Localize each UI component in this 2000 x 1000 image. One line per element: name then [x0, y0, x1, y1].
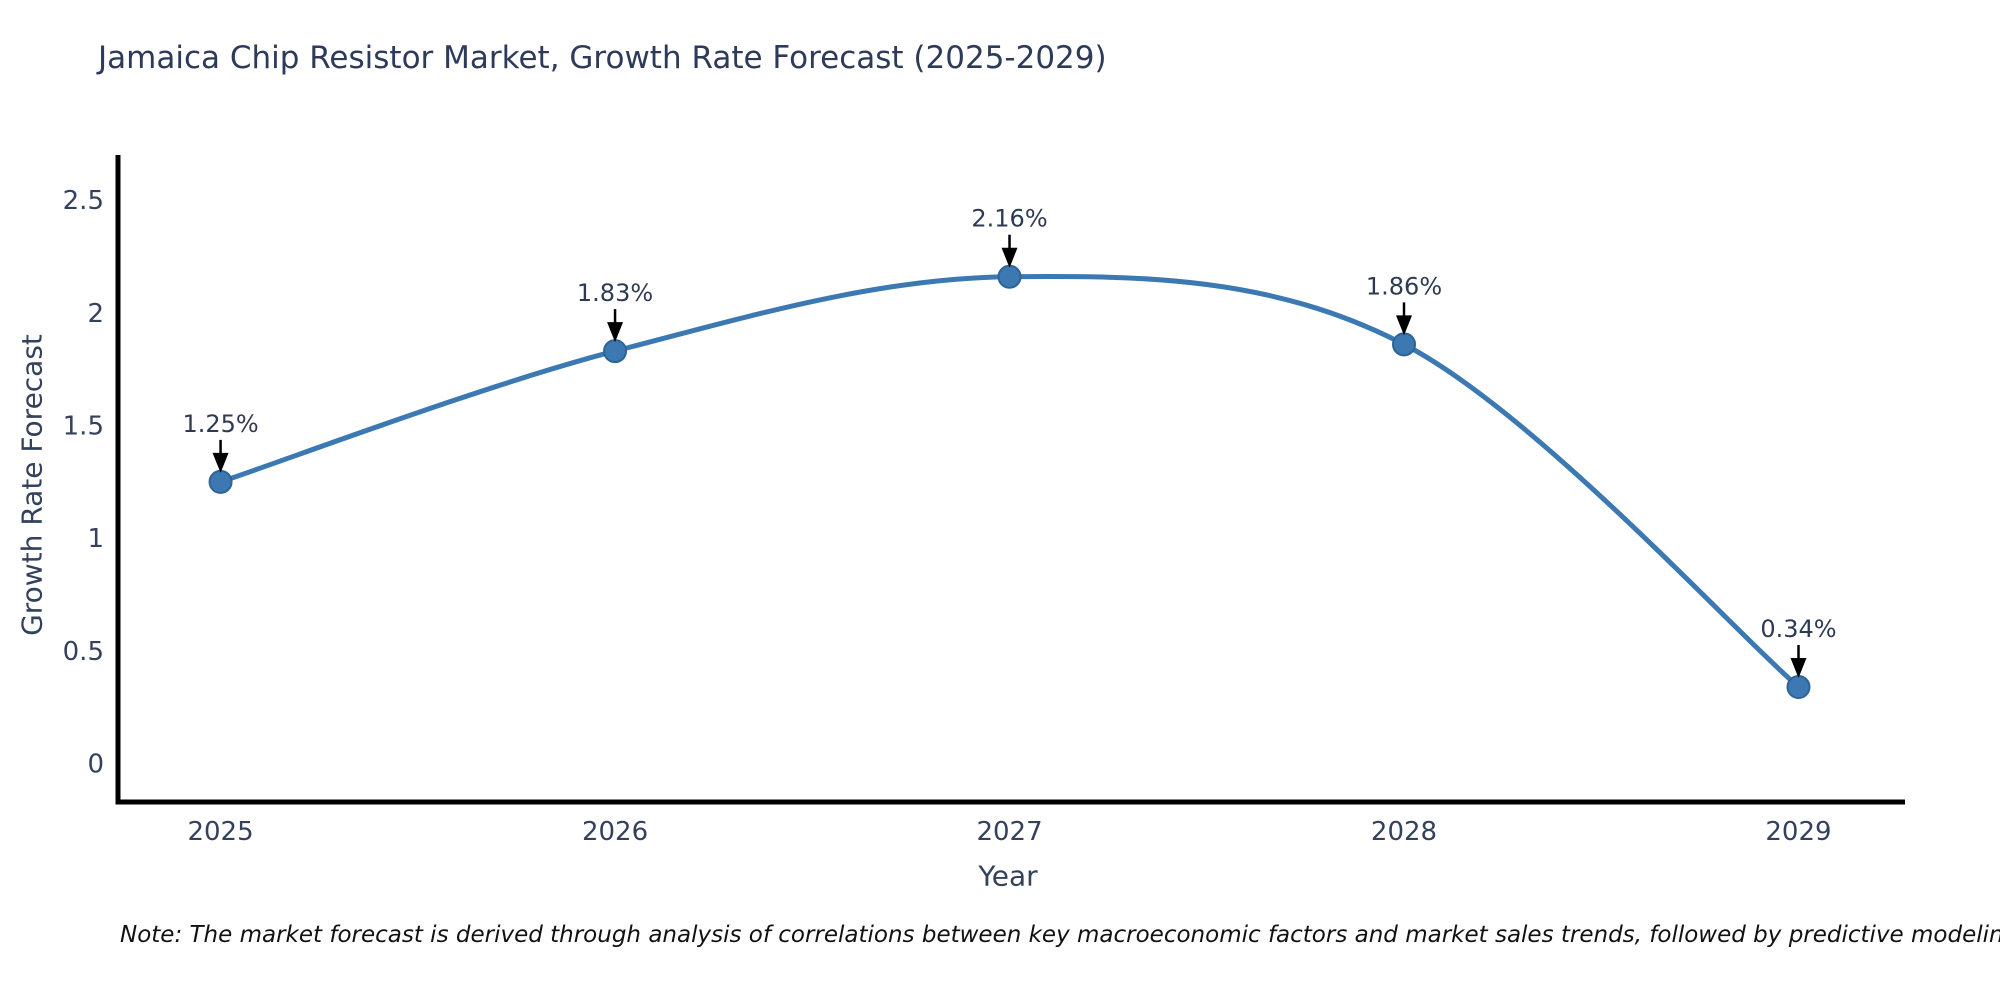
- data-point-marker: [1392, 332, 1417, 357]
- y-tick-label: 0: [87, 750, 104, 780]
- annotation-arrowhead: [1396, 315, 1413, 336]
- annotation-arrowhead: [1790, 658, 1807, 679]
- y-tick-label: 2.5: [63, 186, 104, 216]
- x-tick-label: 2029: [1765, 817, 1831, 847]
- x-tick-label: 2028: [1371, 817, 1437, 847]
- y-tick-label: 2: [87, 299, 104, 329]
- annotation-label: 1.83%: [577, 279, 653, 307]
- data-point-marker: [208, 469, 233, 494]
- series-line: [218, 273, 1801, 690]
- y-tick-label: 1.5: [63, 412, 104, 442]
- annotation-arrowhead: [1001, 247, 1018, 268]
- y-tick-label: 1: [87, 524, 104, 554]
- annotation-arrowhead: [212, 452, 229, 473]
- annotation-label: 1.25%: [182, 410, 258, 438]
- x-tick-label: 2026: [582, 817, 648, 847]
- annotation-label: 0.34%: [1760, 615, 1836, 643]
- data-point-marker: [1786, 675, 1811, 700]
- x-axis-title: Year: [978, 859, 1038, 893]
- annotation-label: 2.16%: [971, 205, 1047, 233]
- x-tick-label: 2025: [187, 817, 253, 847]
- x-tick-label: 2027: [976, 817, 1042, 847]
- chart-title: Jamaica Chip Resistor Market, Growth Rat…: [98, 40, 1107, 76]
- annotation-arrowhead: [607, 322, 624, 343]
- data-point-marker: [997, 264, 1022, 289]
- y-tick-label: 0.5: [63, 637, 104, 667]
- annotation-label: 1.86%: [1366, 272, 1442, 300]
- footnote: Note: The market forecast is derived thr…: [120, 922, 2000, 948]
- data-point-marker: [603, 339, 628, 364]
